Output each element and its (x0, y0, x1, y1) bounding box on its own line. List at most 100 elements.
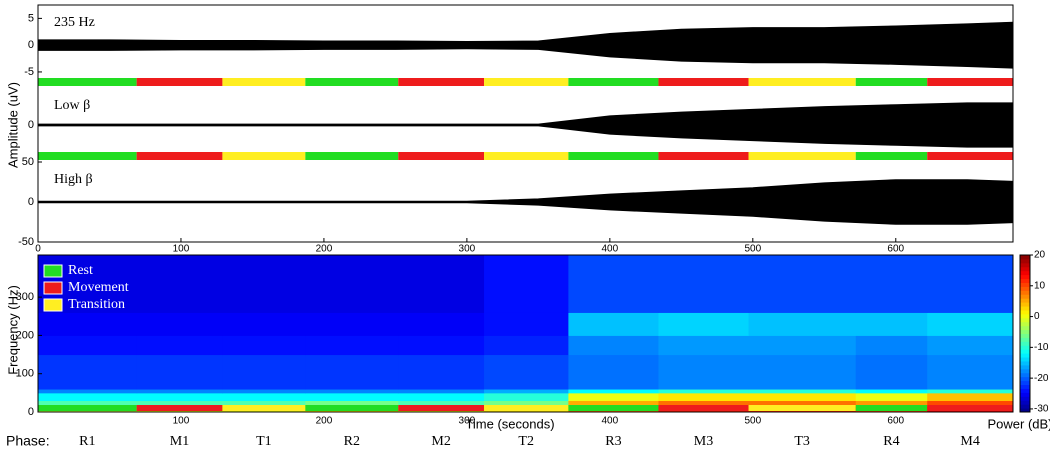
spectrogram-cell (568, 312, 659, 336)
spectrogram-cell (38, 400, 138, 407)
spectrogram-cell (398, 389, 485, 394)
spectrogram-cell (484, 400, 569, 407)
spectrogram-cell (305, 312, 399, 336)
phase-label: R2 (344, 434, 360, 449)
spectrogram-cell (222, 392, 306, 402)
x-tick-label: 600 (887, 244, 904, 255)
trace-label: 235 Hz (54, 15, 95, 30)
trace-frame (37, 4, 1014, 243)
spectrogram-cell (222, 255, 306, 313)
phase-title: Phase: (6, 433, 50, 449)
colorbar-segment (1020, 384, 1030, 389)
x-tick-label: 400 (602, 244, 619, 255)
spectrogram-cell (136, 400, 223, 407)
spectrogram-cell (658, 400, 750, 407)
colorbar-segment (1020, 349, 1030, 354)
x-tick-label: 600 (887, 416, 904, 427)
x-tick-label: 200 (316, 244, 333, 255)
y-tick-label: 0 (28, 406, 34, 418)
spectrogram-cell (927, 400, 1014, 407)
phase-bar (855, 405, 928, 411)
spectrogram-cell (568, 400, 659, 407)
spectrogram-cell (484, 255, 569, 313)
legend-swatch (43, 298, 63, 312)
colorbar-tick-label: -30 (1034, 404, 1049, 415)
legend-label: Movement (68, 280, 129, 295)
colorbar-segment (1020, 400, 1030, 405)
spectrogram-cell (748, 255, 857, 313)
spectrogram-cell (305, 354, 399, 390)
spectrogram-cell (136, 335, 223, 356)
colorbar-segment (1020, 364, 1030, 370)
spectrogram-cell (398, 312, 485, 336)
phase-bar (484, 78, 569, 86)
spectrogram-cell (305, 392, 399, 402)
y-tick-label: 50 (22, 156, 34, 168)
colorbar-segment (1020, 282, 1030, 287)
spectrogram-cell (658, 312, 750, 336)
phase-bar (927, 152, 1013, 160)
colorbar-segment (1020, 306, 1030, 311)
signal-envelope (37, 102, 1014, 148)
colorbar-segment (1020, 274, 1030, 280)
spectrogram-cell (222, 400, 306, 407)
colorbar-segment (1020, 404, 1030, 409)
colorbar-segment (1020, 262, 1030, 268)
spectrogram-cell (222, 389, 306, 394)
colorbar-label: Power (dB) (987, 416, 1050, 431)
x-tick-label: 300 (459, 416, 476, 427)
spectrogram-cell (568, 389, 659, 394)
phase-bar (748, 152, 856, 160)
colorbar-segment (1020, 278, 1030, 283)
spectrogram-cell (398, 255, 485, 313)
phase-bar (568, 152, 659, 160)
spectrogram-cell (38, 312, 138, 336)
x-tick-label: 400 (602, 416, 619, 427)
colorbar-segment (1020, 258, 1030, 264)
spectrogram-cell (136, 255, 223, 313)
phase-label: M2 (431, 434, 450, 449)
colorbar-segment (1020, 286, 1030, 291)
colorbar-segment (1020, 329, 1030, 334)
phase-bar (484, 405, 569, 411)
colorbar-segment (1020, 333, 1030, 338)
legend-swatch (43, 264, 63, 278)
phase-bar (927, 78, 1013, 86)
phase-bar (658, 152, 749, 160)
phase-label: T3 (794, 434, 810, 449)
phase-bar (398, 405, 485, 411)
phase-bar (398, 78, 485, 86)
spectrogram-cell (927, 392, 1014, 402)
colorbar-segment (1020, 360, 1030, 366)
spectrogram-cell (658, 389, 750, 394)
phase-label: T2 (518, 434, 534, 449)
colorbar-segment (1020, 368, 1030, 374)
spectrogram-cell (484, 392, 569, 402)
x-axis-label: Time (seconds) (465, 416, 554, 431)
spectrogram-cell (658, 335, 750, 356)
spectrogram-cell (748, 400, 857, 407)
legend-swatch (43, 281, 63, 295)
spectrogram-cell (38, 335, 138, 356)
y-tick-label: 200 (16, 329, 34, 341)
colorbar-segment (1020, 302, 1030, 307)
spectrogram-cell (305, 255, 399, 313)
phase-label: M3 (694, 434, 713, 449)
spectrogram-cell (927, 389, 1014, 394)
x-tick-label: 100 (173, 416, 190, 427)
colorbar-segment (1020, 321, 1030, 327)
phase-label: T1 (256, 434, 272, 449)
spectrogram-cell (568, 255, 659, 313)
x-tick-label: 0 (35, 244, 41, 255)
phase-label: R4 (883, 434, 899, 449)
colorbar-tick-label: -20 (1034, 373, 1049, 384)
y-tick-label: -50 (18, 236, 34, 248)
spectrogram-cell (855, 392, 928, 402)
trace-label: High β (54, 172, 93, 187)
spectrogram-cell (855, 389, 928, 394)
x-tick-label: 300 (459, 244, 476, 255)
spectrogram-cell (748, 392, 857, 402)
colorbar-frame (1019, 254, 1031, 413)
spectrogram-cell (658, 354, 750, 390)
spectrogram-cell (484, 389, 569, 394)
